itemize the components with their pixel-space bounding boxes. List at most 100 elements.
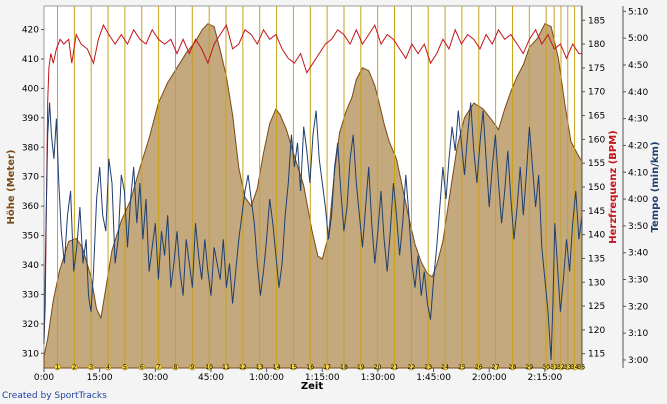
- lap-marker-dot: [172, 363, 179, 371]
- lap-marker-label: 20: [374, 364, 382, 371]
- lap-marker-label: 15: [290, 364, 298, 371]
- lap-marker-label: 31: [550, 364, 558, 371]
- lap-marker-dot: [323, 363, 331, 371]
- pace-tick-label: 4:30: [628, 115, 648, 125]
- x-tick-label: 0:00: [34, 373, 54, 383]
- x-tick-label: 2:15:00: [528, 373, 563, 383]
- lap-marker-label: 9: [190, 364, 194, 371]
- lap-marker-label: 23: [424, 364, 432, 371]
- lap-marker-label: 8: [174, 364, 178, 371]
- elevation-tick-label: 370: [22, 173, 39, 183]
- lap-marker-dot: [188, 363, 196, 371]
- x-tick-label: 30:00: [142, 373, 168, 383]
- heart-rate-tick-label: 170: [588, 88, 605, 98]
- heart-rate-tick-label: 180: [588, 40, 605, 50]
- lap-marker-dot: [357, 363, 365, 371]
- lap-marker-dot: [391, 363, 398, 371]
- heart-rate-tick-label: 135: [588, 254, 605, 264]
- lap-marker-dot: [458, 363, 466, 371]
- elevation-tick-label: 350: [22, 232, 39, 242]
- lap-labels-group: 1 2 3 4 5 6 7 8 9 10 11 12 13 14 15 16 17 18 19 20 21 22 23 24 2…: [54, 363, 585, 371]
- lap-marker-label: 28: [509, 364, 517, 371]
- heart-rate-tick-label: 120: [588, 326, 605, 336]
- lap-marker-dot: [408, 363, 415, 371]
- lap-marker-label: 22: [408, 364, 416, 371]
- lap-marker-dot: [155, 363, 162, 371]
- lap-marker-label: 11: [222, 364, 230, 371]
- elevation-ticks-group: 310 320 330 340 350 360 370 380 390 400 410 420: [22, 26, 44, 359]
- heart-rate-ticks-group: 115 120 125 130 135 140 145 150 155 160 165 170 175 1…: [581, 6, 605, 368]
- lap-marker-dot: [571, 363, 578, 371]
- elevation-tick-label: 310: [22, 349, 39, 359]
- pace-line: [43, 102, 583, 361]
- elevation-axis-title: Höhe (Meter): [6, 150, 17, 225]
- lap-marker-label: 3: [89, 364, 93, 371]
- pace-axis-title: Tempo (min/km): [650, 141, 661, 232]
- lap-marker-dot: [121, 363, 129, 371]
- heart-rate-tick-label: 145: [588, 207, 605, 217]
- lap-marker-dot: [290, 363, 297, 371]
- x-tick-label: 1:00:00: [249, 373, 284, 383]
- x-tick-label: 15:00: [87, 373, 113, 383]
- x-tick-label: 45:00: [198, 373, 224, 383]
- lap-marker-dot: [550, 363, 558, 371]
- pace-tick-label: 3:30: [628, 276, 648, 286]
- pace-tick-label: 4:40: [628, 88, 648, 98]
- heart-rate-tick-label: 140: [588, 231, 605, 241]
- lap-marker-dot: [104, 363, 112, 371]
- lap-marker-dot: [273, 363, 280, 371]
- lap-marker-dot: [87, 363, 95, 371]
- lap-marker-dot: [492, 363, 499, 371]
- lap-marker-label: 19: [357, 364, 365, 371]
- lap-marker-label: 2: [72, 364, 76, 371]
- heart-rate-tick-label: 165: [588, 112, 605, 122]
- elevation-tick-label: 360: [22, 202, 39, 212]
- lap-marker-label: 25: [458, 364, 466, 371]
- lap-marker-label: 18: [340, 364, 348, 371]
- pace-tick-label: 5:10: [628, 7, 648, 17]
- lap-marker-label: 10: [205, 364, 213, 371]
- x-tick-label: 2:00:00: [472, 373, 507, 383]
- lap-marker-dot: [441, 363, 449, 371]
- lap-marker-dot: [424, 363, 432, 371]
- lap-marker-label: 33: [564, 364, 572, 371]
- lap-marker-label: 5: [123, 364, 127, 371]
- x-tick-label: 1:30:00: [361, 373, 396, 383]
- heart-rate-tick-label: 125: [588, 302, 605, 312]
- lap-marker-dot: [306, 363, 314, 371]
- lap-marker-label: 12: [239, 364, 247, 371]
- lap-marker-dot: [340, 363, 348, 371]
- lap-marker-label: 7: [157, 364, 161, 371]
- elevation-tick-label: 340: [22, 261, 39, 271]
- heart-rate-tick-label: 115: [588, 350, 605, 360]
- elevation-tick-label: 400: [22, 84, 39, 94]
- lap-marker-dot: [222, 363, 230, 371]
- lap-marker-label: 4: [106, 364, 110, 371]
- lap-marker-dot: [526, 363, 533, 371]
- elevation-tick-label: 330: [22, 290, 39, 300]
- pace-tick-label: 3:10: [628, 329, 648, 339]
- lap-marker-dot: [138, 363, 146, 371]
- lap-marker-label: 17: [323, 364, 331, 371]
- elevation-tick-label: 380: [22, 143, 39, 153]
- pace-tick-label: 5:00: [628, 34, 648, 44]
- pace-line-group: [43, 102, 583, 361]
- x-ticks-group: 0:00 15:00 30:00 45:00 1:00:00 1:15:00 1:30:00…: [34, 368, 563, 383]
- elevation-tick-label: 420: [22, 26, 39, 36]
- pace-tick-label: 4:10: [628, 168, 648, 178]
- lap-marker-dot: [54, 363, 61, 371]
- lap-marker-label: 32: [557, 364, 565, 371]
- pace-tick-label: 3:00: [628, 356, 648, 366]
- heart-rate-tick-label: 160: [588, 135, 605, 145]
- x-axis-title: Zeit: [301, 381, 323, 392]
- lap-marker-label: 16: [306, 364, 314, 371]
- lap-marker-label: 34: [571, 364, 579, 371]
- pace-tick-label: 4:50: [628, 61, 648, 71]
- heart-rate-tick-label: 175: [588, 64, 605, 74]
- lap-markers-group: [57, 6, 582, 368]
- lap-marker-dot: [578, 363, 585, 371]
- elevation-tick-label: 320: [22, 320, 39, 330]
- heart-rate-tick-label: 185: [588, 16, 605, 26]
- lap-marker-label: 21: [391, 364, 399, 371]
- lap-marker-label: 29: [525, 364, 533, 371]
